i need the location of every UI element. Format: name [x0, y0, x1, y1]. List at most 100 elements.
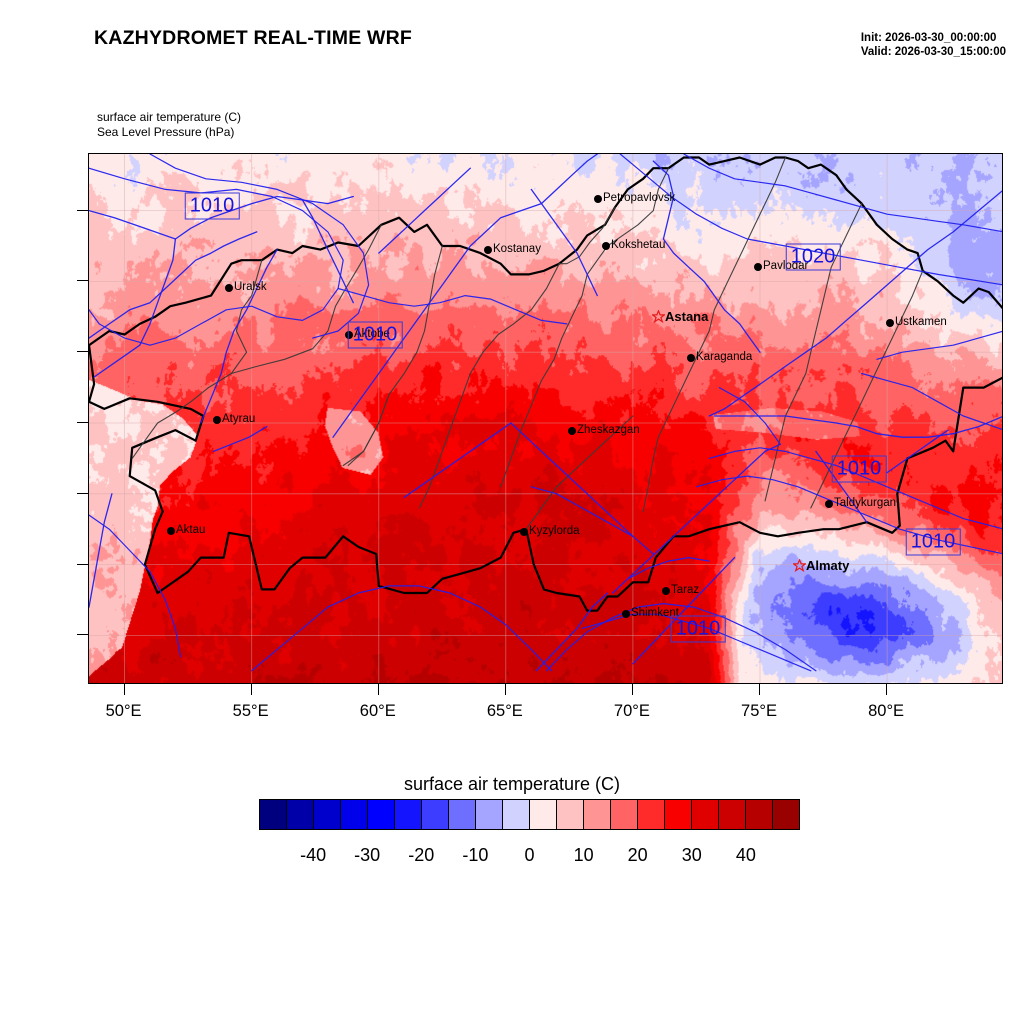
- city-marker-kostanay: Kostanay: [484, 243, 541, 255]
- city-dot-icon: [622, 609, 630, 618]
- colorbar-segment: [692, 800, 719, 829]
- city-dot-icon: [594, 194, 602, 203]
- river-line: [332, 154, 598, 438]
- city-label: Aktau: [176, 524, 206, 536]
- lon-tick-label: 75°E: [741, 702, 777, 720]
- lon-tick-label: 80°E: [868, 702, 905, 720]
- city-marker-pavlodar: Pavlodar: [754, 260, 808, 272]
- city-dot-icon: [520, 527, 528, 536]
- city-label: Aktobe: [354, 328, 390, 340]
- colorbar-segment: [314, 800, 341, 829]
- oblast-boundary: [347, 245, 443, 467]
- isobar-value-label: 1020: [785, 243, 841, 271]
- city-dot-icon: [754, 262, 762, 271]
- city-marker-kyzylorda: Kyzylorda: [520, 525, 580, 537]
- isobar-contour: [581, 613, 812, 672]
- lon-tick-mark: [631, 684, 633, 695]
- city-label: Almaty: [806, 558, 850, 573]
- oblast-boundary: [558, 206, 616, 265]
- colorbar-segment: [341, 800, 368, 829]
- city-label: Uralsk: [234, 281, 267, 293]
- river-line: [89, 231, 258, 339]
- city-marker-atyrau: Atyrau: [213, 413, 256, 425]
- lat-tick-mark: [77, 634, 88, 636]
- isobar-contour: [695, 475, 1002, 555]
- colorbar-tick-label: -20: [408, 845, 435, 865]
- isobar-contour: [627, 557, 710, 580]
- oblast-boundary: [642, 156, 786, 513]
- river-line: [632, 556, 736, 665]
- city-dot-icon: [825, 499, 833, 508]
- map-plot-area: Petropavlovsk Kostanay Kokshetau Pavlodar Ur…: [88, 153, 1003, 684]
- isobar-contour: [149, 154, 370, 339]
- river-line: [212, 425, 268, 453]
- colorbar-tick-label: -30: [354, 845, 381, 865]
- city-marker-uralsk: Uralsk: [225, 281, 267, 293]
- oblast-boundary: [810, 270, 924, 509]
- city-label: Atyrau: [222, 413, 256, 425]
- city-marker-aktobe: Aktobe: [345, 328, 390, 340]
- city-dot-icon: [602, 241, 610, 250]
- isobar-contour: [337, 287, 568, 325]
- national-border-north: [89, 156, 1002, 347]
- isobar-contour: [619, 154, 1002, 286]
- city-marker-ustkamen: Ustkamen: [886, 316, 947, 328]
- lat-tick-mark: [77, 280, 88, 282]
- isobar-contour: [861, 372, 1002, 431]
- river-line: [886, 429, 949, 474]
- colorbar-segment: [422, 800, 449, 829]
- map-vector-overlay: [89, 154, 1002, 683]
- oblast-boundary: [230, 224, 382, 375]
- isobar-value-label: 1010: [184, 192, 240, 220]
- oblast-boundary: [525, 415, 634, 530]
- river-line: [713, 415, 1002, 438]
- river-line: [200, 248, 278, 424]
- colorbar-tick-label: 20: [627, 845, 648, 865]
- colorbar-tick-label: -10: [462, 845, 489, 865]
- colorbar-tick-label: 40: [735, 845, 756, 865]
- colorbar-segment: [719, 800, 746, 829]
- city-label: Shimkent: [631, 607, 679, 619]
- isobar-contour: [683, 154, 1002, 233]
- city-marker-zheskazgan: Zheskazgan: [568, 424, 640, 436]
- city-dot-icon: [662, 586, 670, 595]
- colorbar-segment: [503, 800, 530, 829]
- colorbar-tick-label: 0: [524, 845, 535, 865]
- isobar-value-label: 1010: [347, 321, 403, 349]
- colorbar-segment: [611, 800, 638, 829]
- oblast-boundary: [418, 263, 560, 509]
- isobar-contour: [89, 167, 344, 346]
- colorbar-tick-label: 10: [573, 845, 594, 865]
- isobar-value-label: 1010: [905, 528, 961, 556]
- isobar-contour: [545, 603, 817, 672]
- init-time-label: Init: 2026-03-30_00:00:00: [860, 32, 997, 44]
- lon-tick-mark: [759, 684, 760, 695]
- isobar-contour: [530, 486, 654, 555]
- page-title: KAZHYDROMET REAL-TIME WRF: [94, 27, 413, 49]
- isobar-value-label: 1010: [831, 455, 887, 483]
- city-dot-icon: [213, 415, 221, 424]
- colorbar-segment: [665, 800, 692, 829]
- isobar-contour: [89, 514, 182, 658]
- city-marker-shimkent: Shimkent: [622, 607, 679, 619]
- colorbar-tick-label: -40: [300, 845, 327, 865]
- lon-tick-label: 60°E: [359, 702, 396, 720]
- colorbar-segment: [449, 800, 476, 829]
- city-marker-kokshetau: Kokshetau: [602, 239, 665, 251]
- river-line: [535, 592, 609, 672]
- city-dot-icon: [886, 318, 894, 327]
- city-dot-icon: [225, 283, 233, 292]
- field-caption: surface air temperature (C) Sea Level Pr…: [97, 110, 241, 140]
- lon-tick-label: 70°E: [613, 702, 650, 720]
- lon-tick-label: 65°E: [486, 702, 523, 720]
- valid-time-label: Valid: 2026-03-30_15:00:00: [860, 46, 1006, 58]
- city-dot-icon: [687, 353, 695, 362]
- river-line: [530, 188, 598, 297]
- city-marker-karaganda: Karaganda: [687, 351, 752, 363]
- city-marker-taraz: Taraz: [662, 584, 699, 596]
- city-marker-aktau: Aktau: [167, 524, 206, 536]
- city-marker-almaty: Almaty: [793, 558, 850, 573]
- capital-star-icon: [652, 310, 665, 323]
- city-marker-taldykurgan: Taldykurgan: [825, 497, 896, 509]
- river-line: [378, 167, 471, 254]
